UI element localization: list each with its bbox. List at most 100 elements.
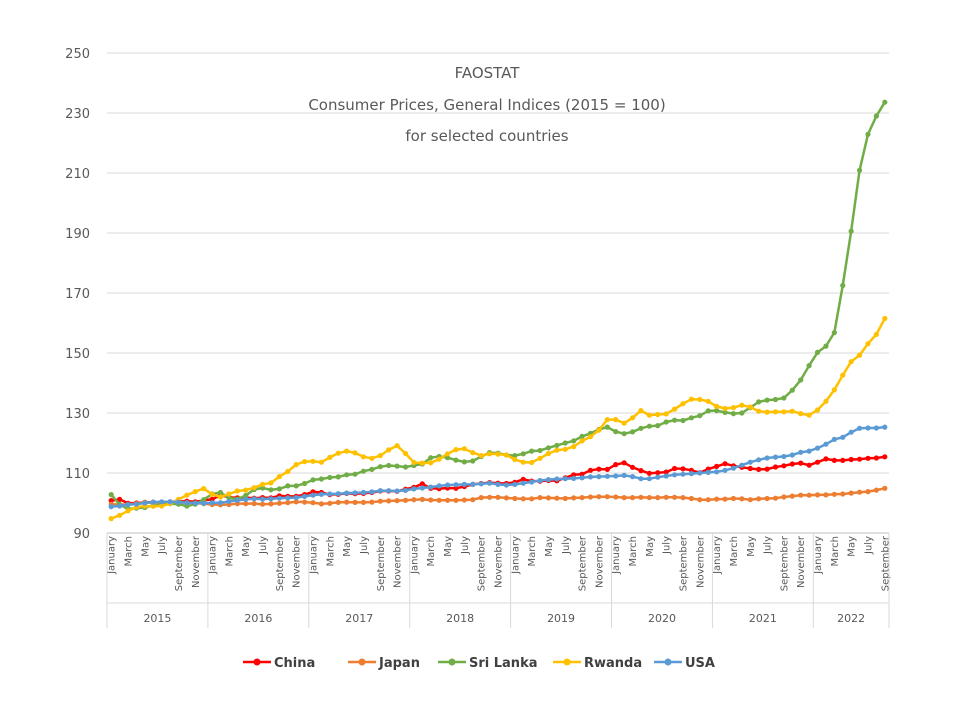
legend-item: Sri Lanka xyxy=(438,656,538,671)
data-point xyxy=(781,494,787,500)
year-label: 2015 xyxy=(143,612,171,625)
data-point xyxy=(865,455,871,461)
x-tick-label: September xyxy=(678,535,689,591)
data-point xyxy=(629,415,636,421)
x-tick-label: January xyxy=(510,536,521,575)
data-point xyxy=(781,453,787,460)
data-point xyxy=(772,396,779,403)
data-point xyxy=(411,497,417,503)
data-point xyxy=(613,417,619,423)
data-point xyxy=(318,459,325,465)
data-point xyxy=(579,495,585,501)
data-point xyxy=(671,406,678,412)
data-point xyxy=(697,396,703,403)
data-point xyxy=(714,463,720,469)
data-point xyxy=(856,167,863,173)
y-tick-label: 110 xyxy=(65,467,90,482)
data-point xyxy=(613,462,619,468)
data-point xyxy=(873,487,879,493)
x-tick-label: November xyxy=(494,535,505,588)
data-point xyxy=(293,462,299,468)
data-point xyxy=(486,494,493,500)
data-point xyxy=(436,483,442,489)
data-point xyxy=(234,497,240,503)
data-point xyxy=(587,434,594,440)
data-point xyxy=(756,457,762,463)
data-point xyxy=(772,409,779,415)
data-point xyxy=(529,496,535,502)
data-point xyxy=(840,282,846,289)
data-point xyxy=(537,447,543,454)
data-point xyxy=(865,425,871,431)
data-point xyxy=(335,491,341,497)
x-tick-label: May xyxy=(544,536,555,557)
data-point xyxy=(806,363,812,369)
data-point xyxy=(638,425,644,431)
data-point xyxy=(243,501,249,507)
data-point xyxy=(318,491,325,497)
y-tick-label: 170 xyxy=(65,287,90,302)
legend-marker xyxy=(358,658,366,666)
data-point xyxy=(419,485,425,491)
data-point xyxy=(217,489,224,496)
series-usa xyxy=(108,424,888,510)
data-point xyxy=(251,496,257,502)
data-point xyxy=(873,113,879,119)
data-point xyxy=(327,474,333,481)
data-point xyxy=(352,490,358,496)
data-point xyxy=(789,461,795,467)
data-point xyxy=(419,460,425,466)
data-point xyxy=(798,449,804,455)
data-point xyxy=(671,472,678,478)
year-label: 2016 xyxy=(244,612,272,625)
y-tick-label: 210 xyxy=(65,167,90,182)
data-point xyxy=(201,497,207,503)
data-point xyxy=(285,500,291,506)
year-label: 2018 xyxy=(446,612,474,625)
data-point xyxy=(638,408,644,414)
data-point xyxy=(117,512,123,518)
data-point xyxy=(259,485,266,491)
data-point xyxy=(470,450,476,456)
data-point xyxy=(789,452,795,458)
data-point xyxy=(747,459,753,465)
data-point xyxy=(335,499,341,505)
data-point xyxy=(503,495,510,501)
data-point xyxy=(470,481,476,487)
x-tick-label: May xyxy=(241,536,252,557)
data-point xyxy=(293,483,299,489)
x-tick-label: November xyxy=(594,535,605,588)
data-point xyxy=(226,495,232,501)
data-point xyxy=(537,455,543,461)
data-point xyxy=(335,474,341,480)
data-point xyxy=(562,440,568,446)
y-axis-ticks: 90 110 130 150 170 190 210 230 250 xyxy=(65,47,90,542)
x-tick-label: November xyxy=(292,535,303,588)
data-point xyxy=(671,494,678,500)
legend-item: Rwanda xyxy=(553,656,642,671)
data-point xyxy=(428,484,434,490)
data-point xyxy=(655,470,661,476)
x-tick-label: September xyxy=(477,535,488,591)
data-point xyxy=(814,407,821,413)
data-point xyxy=(831,387,837,393)
data-point xyxy=(840,434,846,440)
data-point xyxy=(184,492,190,498)
data-point xyxy=(159,503,165,509)
data-point xyxy=(520,476,526,482)
data-point xyxy=(840,491,846,497)
x-tick-label: May xyxy=(746,536,757,557)
data-point xyxy=(621,431,627,437)
year-label: 2020 xyxy=(648,612,676,625)
data-point xyxy=(302,480,308,487)
data-point xyxy=(554,447,560,453)
data-point xyxy=(806,448,812,454)
data-point xyxy=(478,453,484,459)
data-point xyxy=(848,490,854,496)
data-point xyxy=(344,490,350,496)
data-point xyxy=(848,456,854,463)
data-point xyxy=(680,401,686,407)
data-point xyxy=(461,446,467,452)
y-tick-label: 190 xyxy=(65,227,90,242)
data-point xyxy=(545,477,552,483)
